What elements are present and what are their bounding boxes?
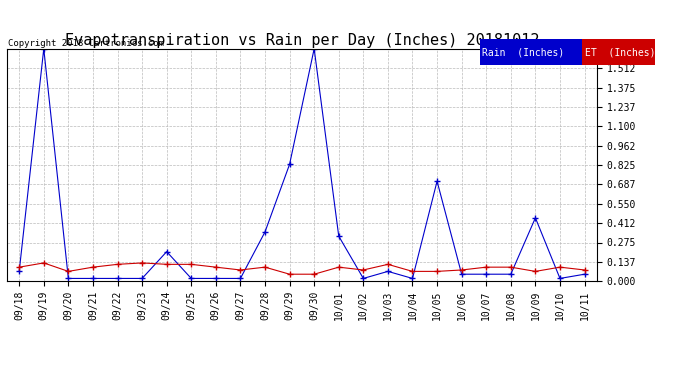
Text: ET  (Inches): ET (Inches) bbox=[585, 47, 656, 57]
Title: Evapotranspiration vs Rain per Day (Inches) 20181012: Evapotranspiration vs Rain per Day (Inch… bbox=[65, 33, 539, 48]
Text: Rain  (Inches): Rain (Inches) bbox=[482, 47, 564, 57]
Text: Copyright 2018 Cartronics.com: Copyright 2018 Cartronics.com bbox=[8, 39, 164, 48]
